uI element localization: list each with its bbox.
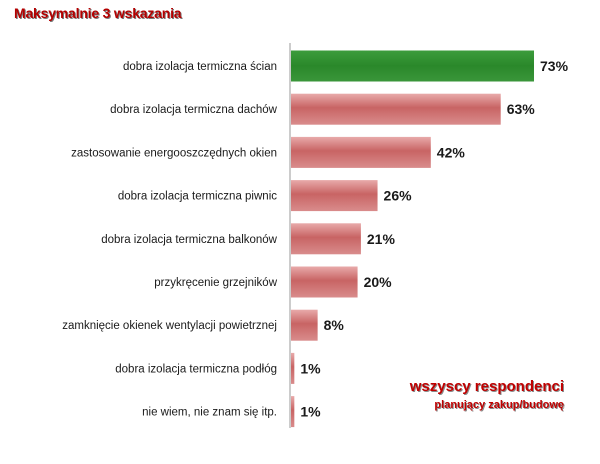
category-label-4: dobra izolacja termiczna piwnic: [118, 191, 277, 203]
chart-title: Maksymalnie 3 wskazania: [14, 5, 182, 21]
bar-2: [291, 93, 501, 125]
bar-1: [291, 50, 534, 82]
value-label-6: 20%: [364, 274, 393, 290]
value-label-7: 8%: [324, 317, 345, 333]
category-label-9: nie wiem, nie znam się itp.: [142, 407, 277, 419]
category-label-7: zamknięcie okienek wentylacji powietrzne…: [62, 320, 277, 332]
category-label-3: zastosowanie energooszczędnych okien: [71, 147, 277, 159]
value-label-2: 63%: [507, 101, 536, 117]
bar-4: [291, 180, 378, 212]
value-label-5: 21%: [367, 231, 396, 247]
category-label-8: dobra izolacja termiczna podłóg: [115, 363, 277, 375]
value-label-3: 42%: [437, 144, 466, 160]
bar-3: [291, 136, 431, 168]
category-label-2: dobra izolacja termiczna dachów: [110, 104, 278, 116]
bar-6: [291, 266, 358, 298]
value-label-8: 1%: [300, 360, 321, 376]
category-label-6: przykręcenie grzejników: [154, 277, 277, 289]
value-label-1: 73%: [540, 58, 569, 74]
legend-main-label: wszyscy respondenci: [409, 378, 564, 395]
bar-5: [291, 223, 361, 255]
category-label-5: dobra izolacja termiczna balkonów: [101, 234, 277, 246]
bar-8: [291, 352, 295, 384]
bars-layer: dobra izolacja termiczna ścian 73% dobra i…: [62, 50, 569, 428]
bar-7: [291, 309, 318, 341]
legend-sub-label: planujący zakup/budowę: [434, 399, 564, 411]
bar-9: [291, 396, 295, 428]
value-label-4: 26%: [384, 188, 413, 204]
value-label-9: 1%: [300, 404, 321, 420]
category-label-1: dobra izolacja termiczna ścian: [123, 61, 277, 73]
